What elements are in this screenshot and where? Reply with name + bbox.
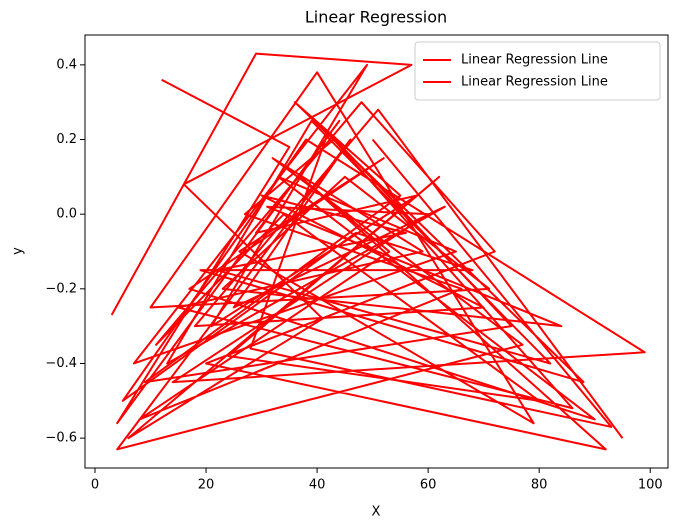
y-tick-label: 0.0: [56, 207, 77, 222]
data-line: [116, 63, 646, 428]
y-tick-label: 0.2: [56, 132, 77, 147]
x-tick-label: 100: [638, 478, 663, 493]
data-line: [110, 52, 624, 451]
x-tick-label: 40: [309, 478, 326, 493]
legend-box: [414, 41, 661, 101]
chart-title: Linear Regression: [305, 8, 447, 27]
x-tick-label: 20: [198, 478, 215, 493]
y-axis-label: y: [11, 247, 26, 255]
y-tick-label: −0.2: [45, 281, 77, 296]
legend-label: Linear Regression Line: [461, 53, 608, 68]
legend-label: Linear Regression Line: [461, 75, 608, 90]
x-tick-label: 0: [91, 478, 99, 493]
y-tick-label: 0.4: [56, 57, 77, 72]
x-axis-label: X: [372, 505, 381, 520]
y-tick-label: −0.4: [45, 356, 77, 371]
plot-frame: [84, 34, 669, 469]
y-tick-label: −0.6: [45, 431, 77, 446]
x-tick-label: 80: [531, 478, 548, 493]
x-tick-label: 60: [420, 478, 437, 493]
